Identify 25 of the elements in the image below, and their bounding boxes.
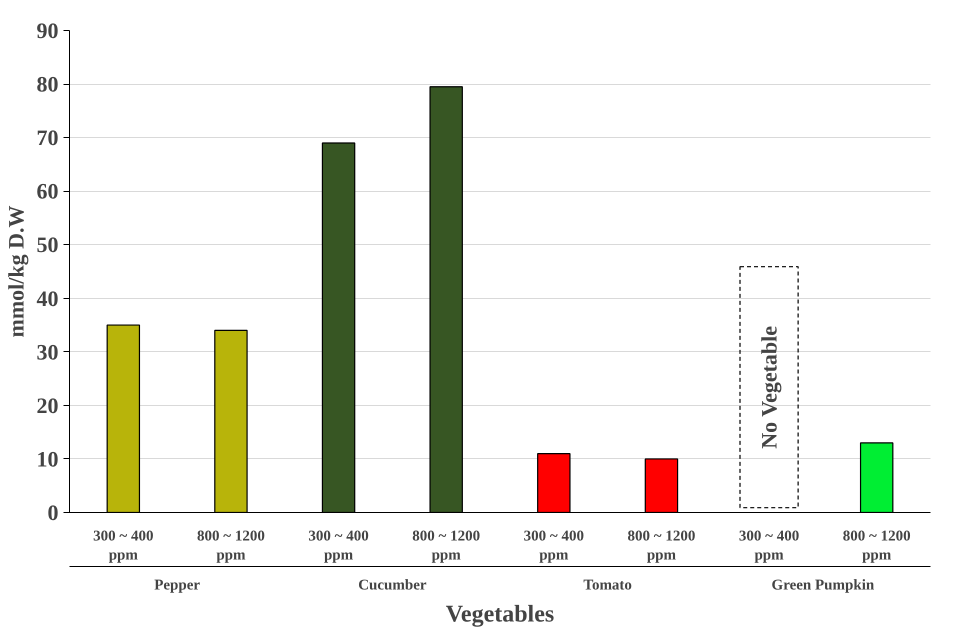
y-tick-label: 0 bbox=[48, 500, 58, 525]
text: 300 ~ 400 ppm bbox=[524, 528, 584, 564]
series-label: 800 ~ 1200 ppm bbox=[197, 528, 265, 564]
text: 800 ~ 1200 ppm bbox=[628, 528, 696, 564]
text: 300 ~ 400 ppm bbox=[738, 528, 800, 564]
x-axis-title: Vegetables bbox=[446, 602, 554, 628]
x-tick-label: Pepper bbox=[154, 578, 200, 594]
y-tick-label: 60 bbox=[36, 178, 58, 204]
y-tick-label: 30 bbox=[36, 339, 58, 364]
y-tick-label: 50 bbox=[36, 232, 58, 258]
x-tick-label: Cucumber bbox=[358, 578, 427, 594]
series-label: 300 ~ 400 ppm bbox=[308, 528, 369, 564]
annotation: No Vegetable bbox=[756, 326, 782, 449]
text: 800 ~ 1200 ppm bbox=[842, 528, 911, 564]
y-axis-title: mmol/kg D.W bbox=[4, 206, 28, 338]
x-tick-label: Tomato bbox=[583, 578, 632, 594]
text: 800 ~ 1200 ppm bbox=[412, 528, 480, 564]
y-tick-label: 90 bbox=[36, 18, 58, 43]
y-tick-label: 80 bbox=[36, 72, 58, 97]
x-tick-label: Green Pumpkin bbox=[772, 578, 875, 594]
y-tick-label: 70 bbox=[36, 125, 58, 150]
y-tick-label: 40 bbox=[36, 286, 58, 311]
text: 300 ~ 400 ppm bbox=[93, 528, 154, 564]
y-tick-label: 10 bbox=[36, 446, 58, 472]
y-tick-label: 20 bbox=[36, 392, 58, 418]
